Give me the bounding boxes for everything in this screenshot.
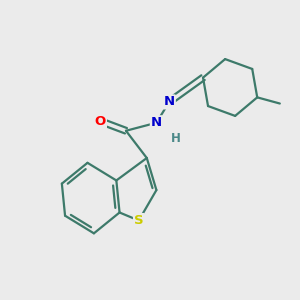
Text: O: O [95, 115, 106, 128]
Text: N: N [151, 116, 162, 129]
Text: S: S [134, 214, 144, 227]
Text: N: N [164, 95, 175, 108]
Text: H: H [171, 132, 181, 145]
